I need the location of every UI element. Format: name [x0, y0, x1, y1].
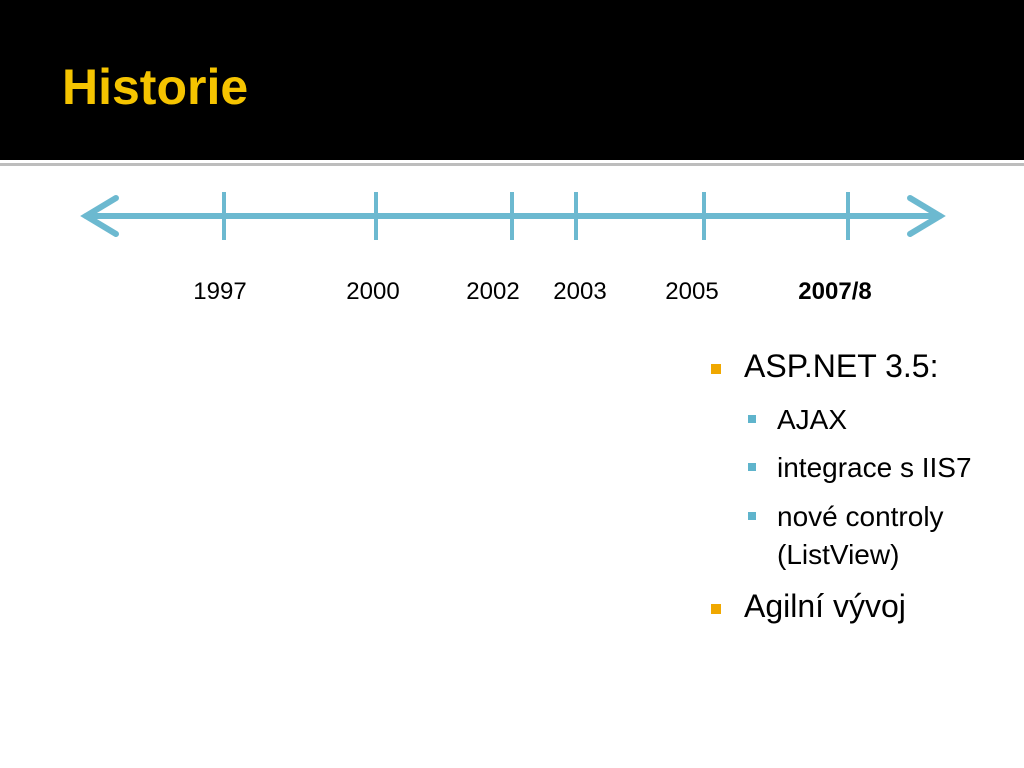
sub-bullet: integrace s IIS7	[777, 452, 972, 483]
bullet-marker	[711, 604, 721, 614]
title: Historie	[62, 59, 249, 115]
sub-bullet-marker	[748, 415, 756, 423]
header-rule	[0, 163, 1024, 166]
bullet: Agilní vývoj	[744, 588, 906, 624]
timeline-label: 2005	[665, 278, 719, 305]
bullet-marker	[711, 364, 721, 374]
sub-bullet-marker	[748, 463, 756, 471]
sub-bullet-marker	[748, 512, 756, 520]
timeline-label: 2002	[466, 278, 520, 305]
timeline-label: 2000	[346, 278, 400, 305]
sub-bullet: nové controly (ListView)	[777, 501, 944, 570]
timeline-label: 1997	[193, 278, 247, 305]
timeline-label: 2003	[553, 278, 607, 305]
bullet: ASP.NET 3.5:	[744, 348, 939, 384]
sub-bullet: AJAX	[777, 404, 848, 435]
header: Historie	[0, 0, 1024, 160]
timeline-label: 2007/8	[798, 278, 872, 305]
